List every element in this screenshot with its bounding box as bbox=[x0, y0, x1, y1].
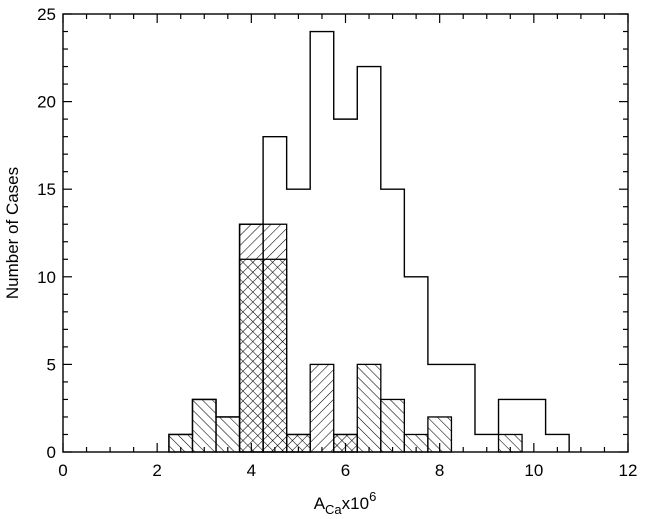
x-tick-label: 4 bbox=[247, 461, 256, 480]
x-tick-label: 12 bbox=[619, 461, 638, 480]
x-axis-label-superscript: 6 bbox=[369, 489, 376, 504]
hatch-back-bar bbox=[215, 416, 241, 453]
y-tick-label: 20 bbox=[37, 93, 56, 112]
hatched-bars bbox=[168, 223, 523, 453]
x-tick-label: 0 bbox=[58, 461, 67, 480]
x-tick-label: 6 bbox=[341, 461, 350, 480]
y-tick-label: 25 bbox=[37, 5, 56, 24]
x-axis-label-subscript: Ca bbox=[325, 502, 342, 517]
y-tick-label: 10 bbox=[37, 268, 56, 287]
hatch-back-bar bbox=[380, 398, 406, 453]
x-axis-tick-labels: 0 2 4 6 8 10 12 bbox=[58, 461, 637, 480]
y-axis-label: Number of Cases bbox=[3, 167, 22, 299]
histogram-outline bbox=[168, 30, 570, 452]
x-axis-label: ACax106 bbox=[314, 489, 377, 517]
x-axis-label-mid: x10 bbox=[342, 494, 369, 513]
axis-ticks bbox=[62, 13, 629, 453]
hatch-back-bar bbox=[356, 363, 382, 453]
histogram-outline-step bbox=[168, 30, 570, 452]
hatch-back-bar bbox=[238, 258, 264, 453]
x-tick-label: 8 bbox=[435, 461, 444, 480]
x-tick-label: 2 bbox=[152, 461, 161, 480]
hatch-back-bar bbox=[191, 398, 217, 453]
hatch-forward-bar bbox=[309, 363, 335, 453]
x-tick-label: 10 bbox=[524, 461, 543, 480]
x-axis-label-base: A bbox=[314, 494, 326, 513]
hatch-back-bar bbox=[262, 258, 288, 453]
plot-area-frame bbox=[62, 13, 629, 453]
y-tick-label: 5 bbox=[47, 355, 56, 374]
y-axis-tick-labels: 0 5 10 15 20 25 bbox=[37, 5, 56, 462]
y-tick-label: 0 bbox=[47, 443, 56, 462]
y-tick-label: 15 bbox=[37, 180, 56, 199]
